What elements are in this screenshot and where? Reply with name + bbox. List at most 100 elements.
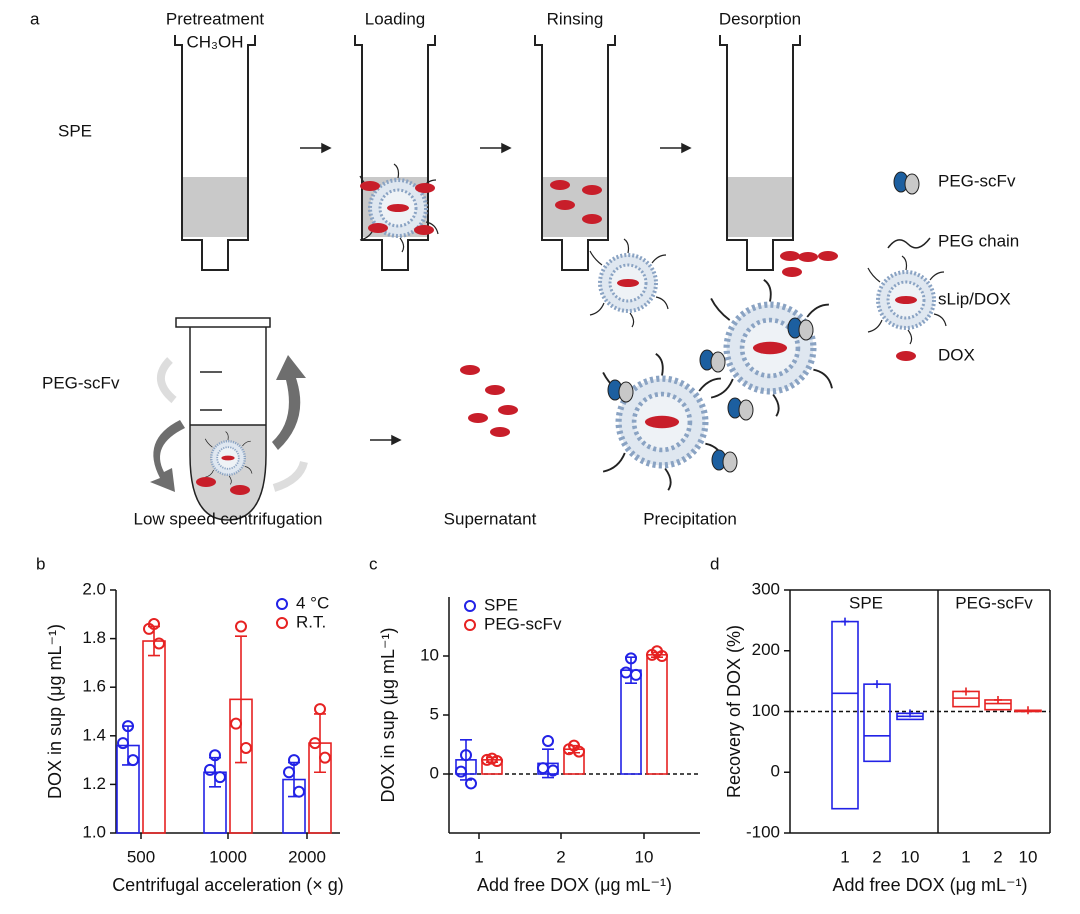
y-tick-label: -100: [746, 822, 780, 841]
data-point: [491, 755, 503, 768]
data-point: [573, 745, 585, 758]
data-point: [625, 652, 637, 665]
legend-label: 4 °C: [296, 593, 329, 612]
dox: [196, 477, 216, 487]
data-point: [547, 764, 559, 777]
y-tick-label: 0: [430, 763, 439, 782]
precipitate-liposome: [603, 354, 724, 490]
x-tick-label: 2: [556, 847, 565, 866]
dox: [782, 267, 802, 277]
data-point: [314, 703, 326, 716]
bar: [620, 669, 642, 775]
y-tick-label: 10: [420, 645, 439, 664]
scfv: [787, 317, 814, 341]
max-marker: [1024, 706, 1032, 715]
caption: Low speed centrifugation: [133, 509, 322, 528]
dox: [555, 200, 575, 210]
legend-marker: [276, 598, 288, 610]
data-point: [153, 637, 165, 650]
step-label: Loading: [365, 9, 426, 28]
data-point: [214, 771, 226, 784]
x-tick-label: 2: [872, 847, 881, 866]
data-point: [620, 666, 632, 679]
legend-label: sLip/DOX: [938, 289, 1011, 308]
dox: [582, 185, 602, 195]
dox: [798, 252, 818, 262]
y-tick-label: 5: [430, 704, 439, 723]
error-bar: [235, 635, 247, 764]
legend-label: R.T.: [296, 612, 326, 631]
data-point: [319, 751, 331, 764]
panel-label: b: [36, 554, 45, 573]
range-box: [863, 683, 891, 763]
liposome: [588, 237, 670, 329]
x-axis-label: Add free DOX (μg mL⁻¹): [477, 875, 672, 895]
legend-label: PEG chain: [938, 231, 1019, 250]
scfv: [711, 449, 738, 473]
dox: [415, 183, 435, 193]
data-point: [460, 749, 472, 762]
y-tick-label: 1.4: [82, 725, 106, 744]
bar: [142, 640, 166, 834]
data-point: [127, 754, 139, 767]
precipitate-liposome: [711, 280, 832, 416]
data-point: [235, 620, 247, 633]
data-point: [455, 765, 467, 778]
range-box: [831, 620, 859, 810]
data-point: [542, 734, 554, 747]
rotation-arrow: [272, 460, 308, 492]
panel-label: a: [30, 9, 40, 28]
data-point: [240, 741, 252, 754]
data-point: [465, 777, 477, 790]
x-tick-label: 1000: [209, 847, 247, 866]
x-tick-label: 10: [635, 847, 654, 866]
data-point: [117, 737, 129, 750]
data-point: [293, 785, 305, 798]
rotation-arrow: [150, 420, 185, 492]
legend-label: SPE: [484, 595, 518, 614]
data-point: [230, 717, 242, 730]
tube-cap: [175, 317, 271, 328]
dox: [414, 225, 434, 235]
x-tick-label: 2000: [288, 847, 326, 866]
y-tick-label: 2.0: [82, 579, 106, 598]
max-marker: [873, 680, 881, 689]
dox: [818, 251, 838, 261]
caption: Precipitation: [643, 509, 737, 528]
legend-label: PEG-scFv: [938, 171, 1016, 190]
max-marker: [906, 709, 914, 718]
x-tick-label: 10: [901, 847, 920, 866]
cartridge: [719, 34, 801, 271]
y-tick-label: 1.0: [82, 822, 106, 841]
rotation-arrow: [157, 357, 177, 404]
scfv: [699, 349, 726, 373]
dox: [368, 223, 388, 233]
y-axis-label: DOX in sup (μg mL⁻¹): [45, 624, 65, 799]
step-label: Rinsing: [547, 9, 604, 28]
caption: Supernatant: [444, 509, 537, 528]
panel-label: c: [369, 554, 378, 573]
group-label: SPE: [849, 593, 883, 612]
y-tick-label: 1.8: [82, 628, 106, 647]
dox: [550, 180, 570, 190]
group-label: PEG-scFv: [955, 593, 1033, 612]
y-axis-label: DOX in sup (μg mL⁻¹): [378, 628, 398, 803]
data-point: [288, 754, 300, 767]
method-label: PEG-scFv: [42, 373, 120, 392]
dox: [780, 251, 800, 261]
max-marker: [962, 687, 970, 696]
x-tick-label: 10: [1019, 847, 1038, 866]
arrows: [300, 142, 692, 446]
tube: [189, 327, 267, 521]
method-label: SPE: [58, 121, 92, 140]
cartridge: [534, 34, 616, 271]
y-tick-label: 1.6: [82, 677, 106, 696]
legend-label: PEG-scFv: [484, 614, 562, 633]
y-tick-label: 200: [752, 640, 780, 659]
cartridge: [174, 34, 256, 271]
dox: [582, 214, 602, 224]
legend-marker: [276, 617, 288, 629]
y-tick-label: 1.2: [82, 774, 106, 793]
step-label: Pretreatment: [166, 9, 265, 28]
legend-label: DOX: [938, 345, 975, 364]
